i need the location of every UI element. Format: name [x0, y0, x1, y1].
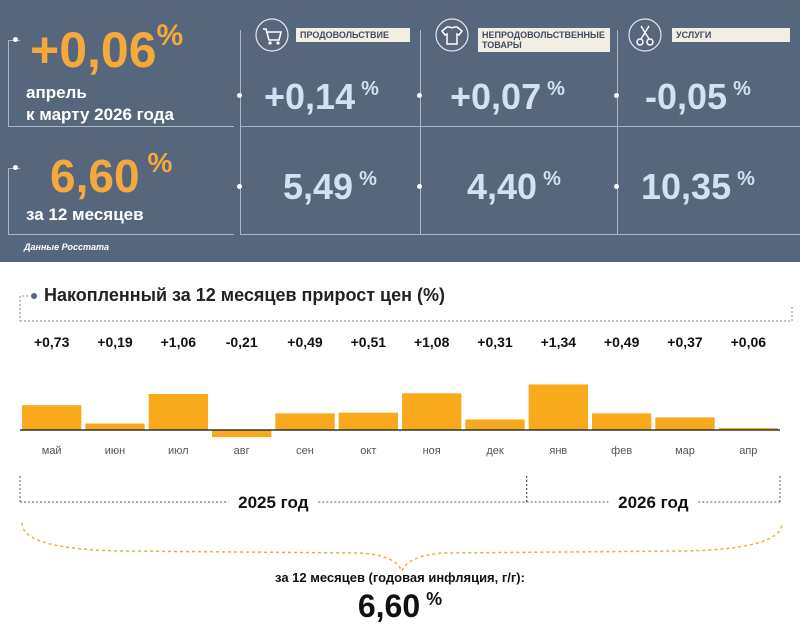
bar-мар	[655, 417, 715, 430]
bar-ноя	[402, 393, 462, 430]
value-label-июл: +1,06	[161, 334, 197, 350]
shopping-cart-icon	[255, 18, 289, 52]
bar-июн	[85, 423, 145, 430]
category-label-июл: июл	[168, 445, 189, 457]
monthly-caption: апрель к марту 2026 года	[26, 83, 174, 124]
category-label-апр: апр	[739, 445, 757, 457]
chart-title: Накопленный за 12 месяцев прирост цен (%…	[44, 285, 445, 305]
monthly-inflation-value: +0,06%	[30, 19, 184, 78]
year-brackets: 2025 год 2026 год	[19, 476, 781, 512]
bar-июл	[148, 393, 208, 430]
category-label-янв: янв	[549, 445, 567, 457]
category-label-фев: фев	[611, 445, 632, 457]
category-label-май: май	[42, 445, 62, 457]
annual-caption: за 12 месяцев	[26, 205, 144, 224]
value-label-мар: +0,37	[667, 334, 703, 350]
annual-inflation-value: 6,60%	[50, 147, 173, 202]
category-label-мар: мар	[675, 445, 695, 457]
value-label-янв: +1,34	[541, 334, 577, 350]
services-monthly-value: -0,05%	[645, 76, 751, 117]
nonfood-monthly-value: +0,07%	[450, 76, 565, 117]
value-label-фев: +0,49	[604, 334, 640, 350]
value-label-ноя: +1,08	[414, 334, 450, 350]
category-label-авг: авг	[234, 445, 250, 457]
bar-дек	[465, 419, 525, 430]
bar-май	[22, 405, 82, 430]
data-source-note: Данные Росстата	[24, 242, 109, 252]
category-label-июн: июн	[105, 445, 125, 457]
category-label-дек: дек	[486, 445, 504, 457]
year-label-0: 2025 год	[238, 493, 309, 512]
category-label-food: ПРОДОВОЛЬСТВИЕ	[296, 28, 410, 42]
category-label-nonfood: НЕПРОДОВОЛЬСТВЕННЫЕ ТОВАРЫ	[478, 28, 610, 52]
category-label-сен: сен	[296, 445, 314, 457]
title-bracket	[19, 293, 793, 322]
category-label-окт: окт	[360, 445, 376, 457]
services-annual-value: 10,35%	[641, 166, 755, 207]
summary-panel: +0,06% апрель к марту 2026 года 6,60% за…	[0, 0, 800, 262]
summary-label: за 12 месяцев (годовая инфляция, г/г):	[275, 570, 525, 585]
bar-окт	[338, 412, 398, 430]
year-label-1: 2026 год	[618, 493, 689, 512]
scissors-icon	[628, 18, 662, 52]
bar-сен	[275, 413, 335, 430]
summary-brace	[21, 522, 783, 573]
bar-апр	[718, 427, 778, 430]
value-label-авг: -0,21	[226, 334, 258, 350]
inflation-bar-chart: +0,73 май +0,19 июн +1,06 июл -0,21 авг +0,49 сен…	[20, 334, 780, 457]
value-label-окт: +0,51	[351, 334, 387, 350]
category-label-services: УСЛУГИ	[672, 28, 790, 42]
bar-авг	[212, 430, 272, 438]
category-label-ноя: ноя	[423, 445, 441, 457]
value-label-сен: +0,49	[287, 334, 323, 350]
value-label-апр: +0,06	[731, 334, 767, 350]
value-label-июн: +0,19	[97, 334, 133, 350]
value-label-май: +0,73	[34, 334, 70, 350]
bar-янв	[528, 384, 588, 430]
food-monthly-value: +0,14%	[264, 76, 379, 117]
summary-value: 6,60%	[357, 588, 443, 624]
food-annual-value: 5,49%	[283, 166, 377, 207]
value-label-дек: +0,31	[477, 334, 513, 350]
nonfood-annual-value: 4,40%	[467, 166, 561, 207]
bar-фев	[592, 413, 652, 430]
shirt-icon	[435, 18, 469, 52]
